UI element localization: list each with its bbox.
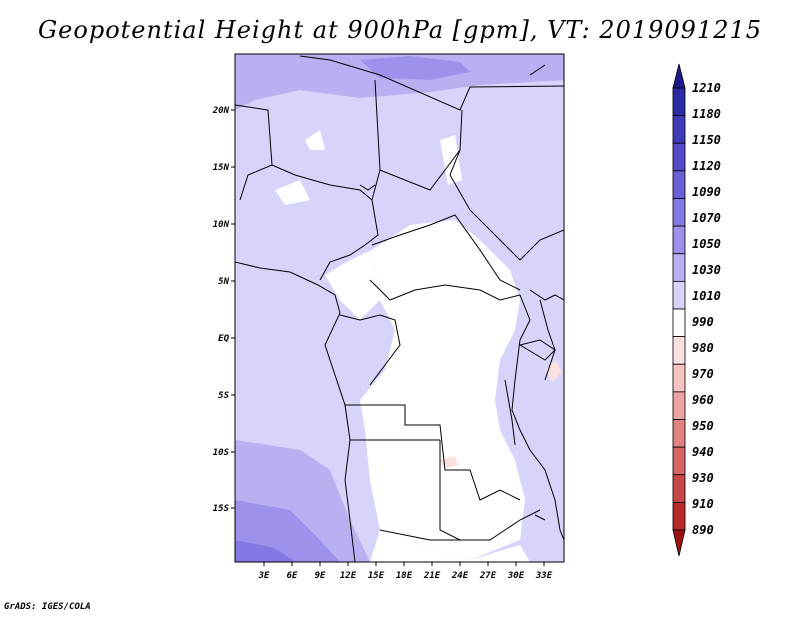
borders — [235, 55, 564, 562]
border-tanzania-mozambique — [529, 449, 564, 541]
colorbar-cell — [672, 280, 686, 310]
field-lowland-west — [325, 250, 380, 320]
colorbar-cell — [672, 170, 686, 199]
field-patch-white — [305, 130, 325, 150]
lake-chad — [359, 184, 376, 191]
colorbar-label: 990 — [692, 315, 714, 329]
colorbar-label: 1090 — [692, 185, 721, 199]
coastline-west — [235, 261, 356, 562]
border-gabon-congo — [339, 314, 401, 386]
x-tick-label: 12E — [340, 571, 357, 581]
field-north-1050 — [360, 56, 470, 80]
y-tick-label: 15S — [213, 504, 230, 514]
colorbar-cell — [672, 336, 686, 365]
x-tick-label: 24E — [451, 571, 469, 581]
y-tick-label: 5N — [218, 277, 229, 287]
colorbar-cell — [672, 225, 686, 255]
colorbar-top-arrow — [672, 63, 686, 89]
map-title: Geopotential Height at 900hPa [gpm], VT:… — [38, 16, 762, 44]
border-kenya-tanzania — [539, 299, 556, 381]
footer-credit: GrADS: IGES/COLA — [4, 602, 91, 612]
field-southwest-1070 — [235, 540, 295, 562]
colorbar-bottom-arrow — [672, 529, 686, 557]
border-drc-east — [511, 294, 531, 451]
border-namibia — [379, 529, 460, 541]
colorbar-cell — [672, 363, 686, 393]
colorbar-cell — [672, 446, 686, 476]
colorbar-cell — [672, 419, 686, 448]
colorbar-label: 970 — [692, 367, 714, 381]
colorbar-cell — [672, 391, 686, 420]
colorbar-label: 1050 — [692, 237, 721, 251]
colorbar-label: 1070 — [692, 211, 721, 225]
field-patch-white — [440, 135, 462, 185]
x-tick-label: 18E — [396, 571, 413, 581]
x-tick-label: 3E — [258, 571, 270, 581]
height-field — [235, 54, 564, 562]
field-lowland-interior — [360, 220, 525, 560]
x-tick-label: 21E — [423, 571, 441, 581]
x-axis-labels: 3E 6E 9E 12E 15E 18E 21E 24E 27E 30E 33E — [258, 571, 553, 581]
y-tick-label: 15N — [213, 163, 230, 173]
colorbar-cell — [672, 501, 686, 531]
border-chad-sudan — [379, 109, 463, 191]
colorbar-label: 1030 — [692, 263, 721, 277]
colorbar-cell — [672, 142, 686, 172]
x-tick-label: 15E — [368, 571, 385, 581]
lake-tanganyika — [504, 379, 516, 446]
border-uganda — [529, 289, 564, 301]
y-axis-labels: 20N 15N 10N 5N EQ 5S 10S 15S — [212, 106, 230, 514]
colorbar-cell — [672, 115, 686, 144]
colorbar-label: 1120 — [692, 159, 721, 173]
coast-red-sea — [529, 64, 546, 76]
y-tick-label: 20N — [212, 106, 230, 116]
colorbar-label: 940 — [692, 445, 714, 459]
x-tick-label: 27E — [479, 571, 497, 581]
x-tick-label: 9E — [315, 571, 326, 581]
field-patch-white — [275, 180, 310, 205]
y-tick-label: EQ — [218, 334, 229, 344]
colorbar-label: 1150 — [692, 133, 721, 147]
colorbar-label: 1010 — [692, 289, 721, 303]
x-tick-label: 33E — [535, 571, 553, 581]
lake-victoria — [518, 339, 556, 361]
border-north — [299, 55, 564, 111]
field-north-1030 — [235, 54, 564, 110]
colorbar-labels: 1210 1180 1150 1120 1090 1070 1050 1030 … — [692, 81, 721, 537]
field-patch-990 — [545, 360, 562, 382]
tick-marks — [231, 109, 545, 566]
y-tick-label: 5S — [218, 391, 229, 401]
x-tick-label: 6E — [287, 571, 298, 581]
y-tick-label: 10N — [213, 220, 230, 230]
border-sudan — [449, 149, 564, 261]
border-car — [371, 214, 521, 291]
colorbar-label: 1180 — [692, 107, 721, 121]
y-tick-label: 10S — [213, 448, 230, 458]
colorbar-label: 980 — [692, 341, 714, 355]
field-lowland-south — [370, 530, 530, 562]
border-angola-drc — [345, 404, 521, 501]
colorbar-label: 910 — [692, 497, 714, 511]
colorbar-cell — [672, 474, 686, 503]
map-frame — [234, 53, 565, 563]
colorbar-label: 950 — [692, 419, 714, 433]
colorbar-label: 1210 — [692, 81, 721, 95]
border-car-drc — [369, 279, 521, 301]
colorbar-cell — [672, 87, 686, 117]
colorbar-label: 890 — [692, 523, 714, 537]
colorbar-cell — [672, 198, 686, 227]
colorbar-cells — [672, 87, 686, 531]
colorbar-cell — [672, 308, 686, 338]
border-zambia — [439, 440, 541, 541]
colorbar-cell — [672, 253, 686, 282]
border-nigeria-cameroon — [319, 199, 379, 281]
colorbar-label: 960 — [692, 393, 714, 407]
x-tick-label: 30E — [507, 571, 525, 581]
colorbar: 1210 1180 1150 1120 1090 1070 1050 1030 … — [672, 63, 721, 557]
colorbar-label: 930 — [692, 471, 714, 485]
lake-malawi — [534, 514, 546, 521]
